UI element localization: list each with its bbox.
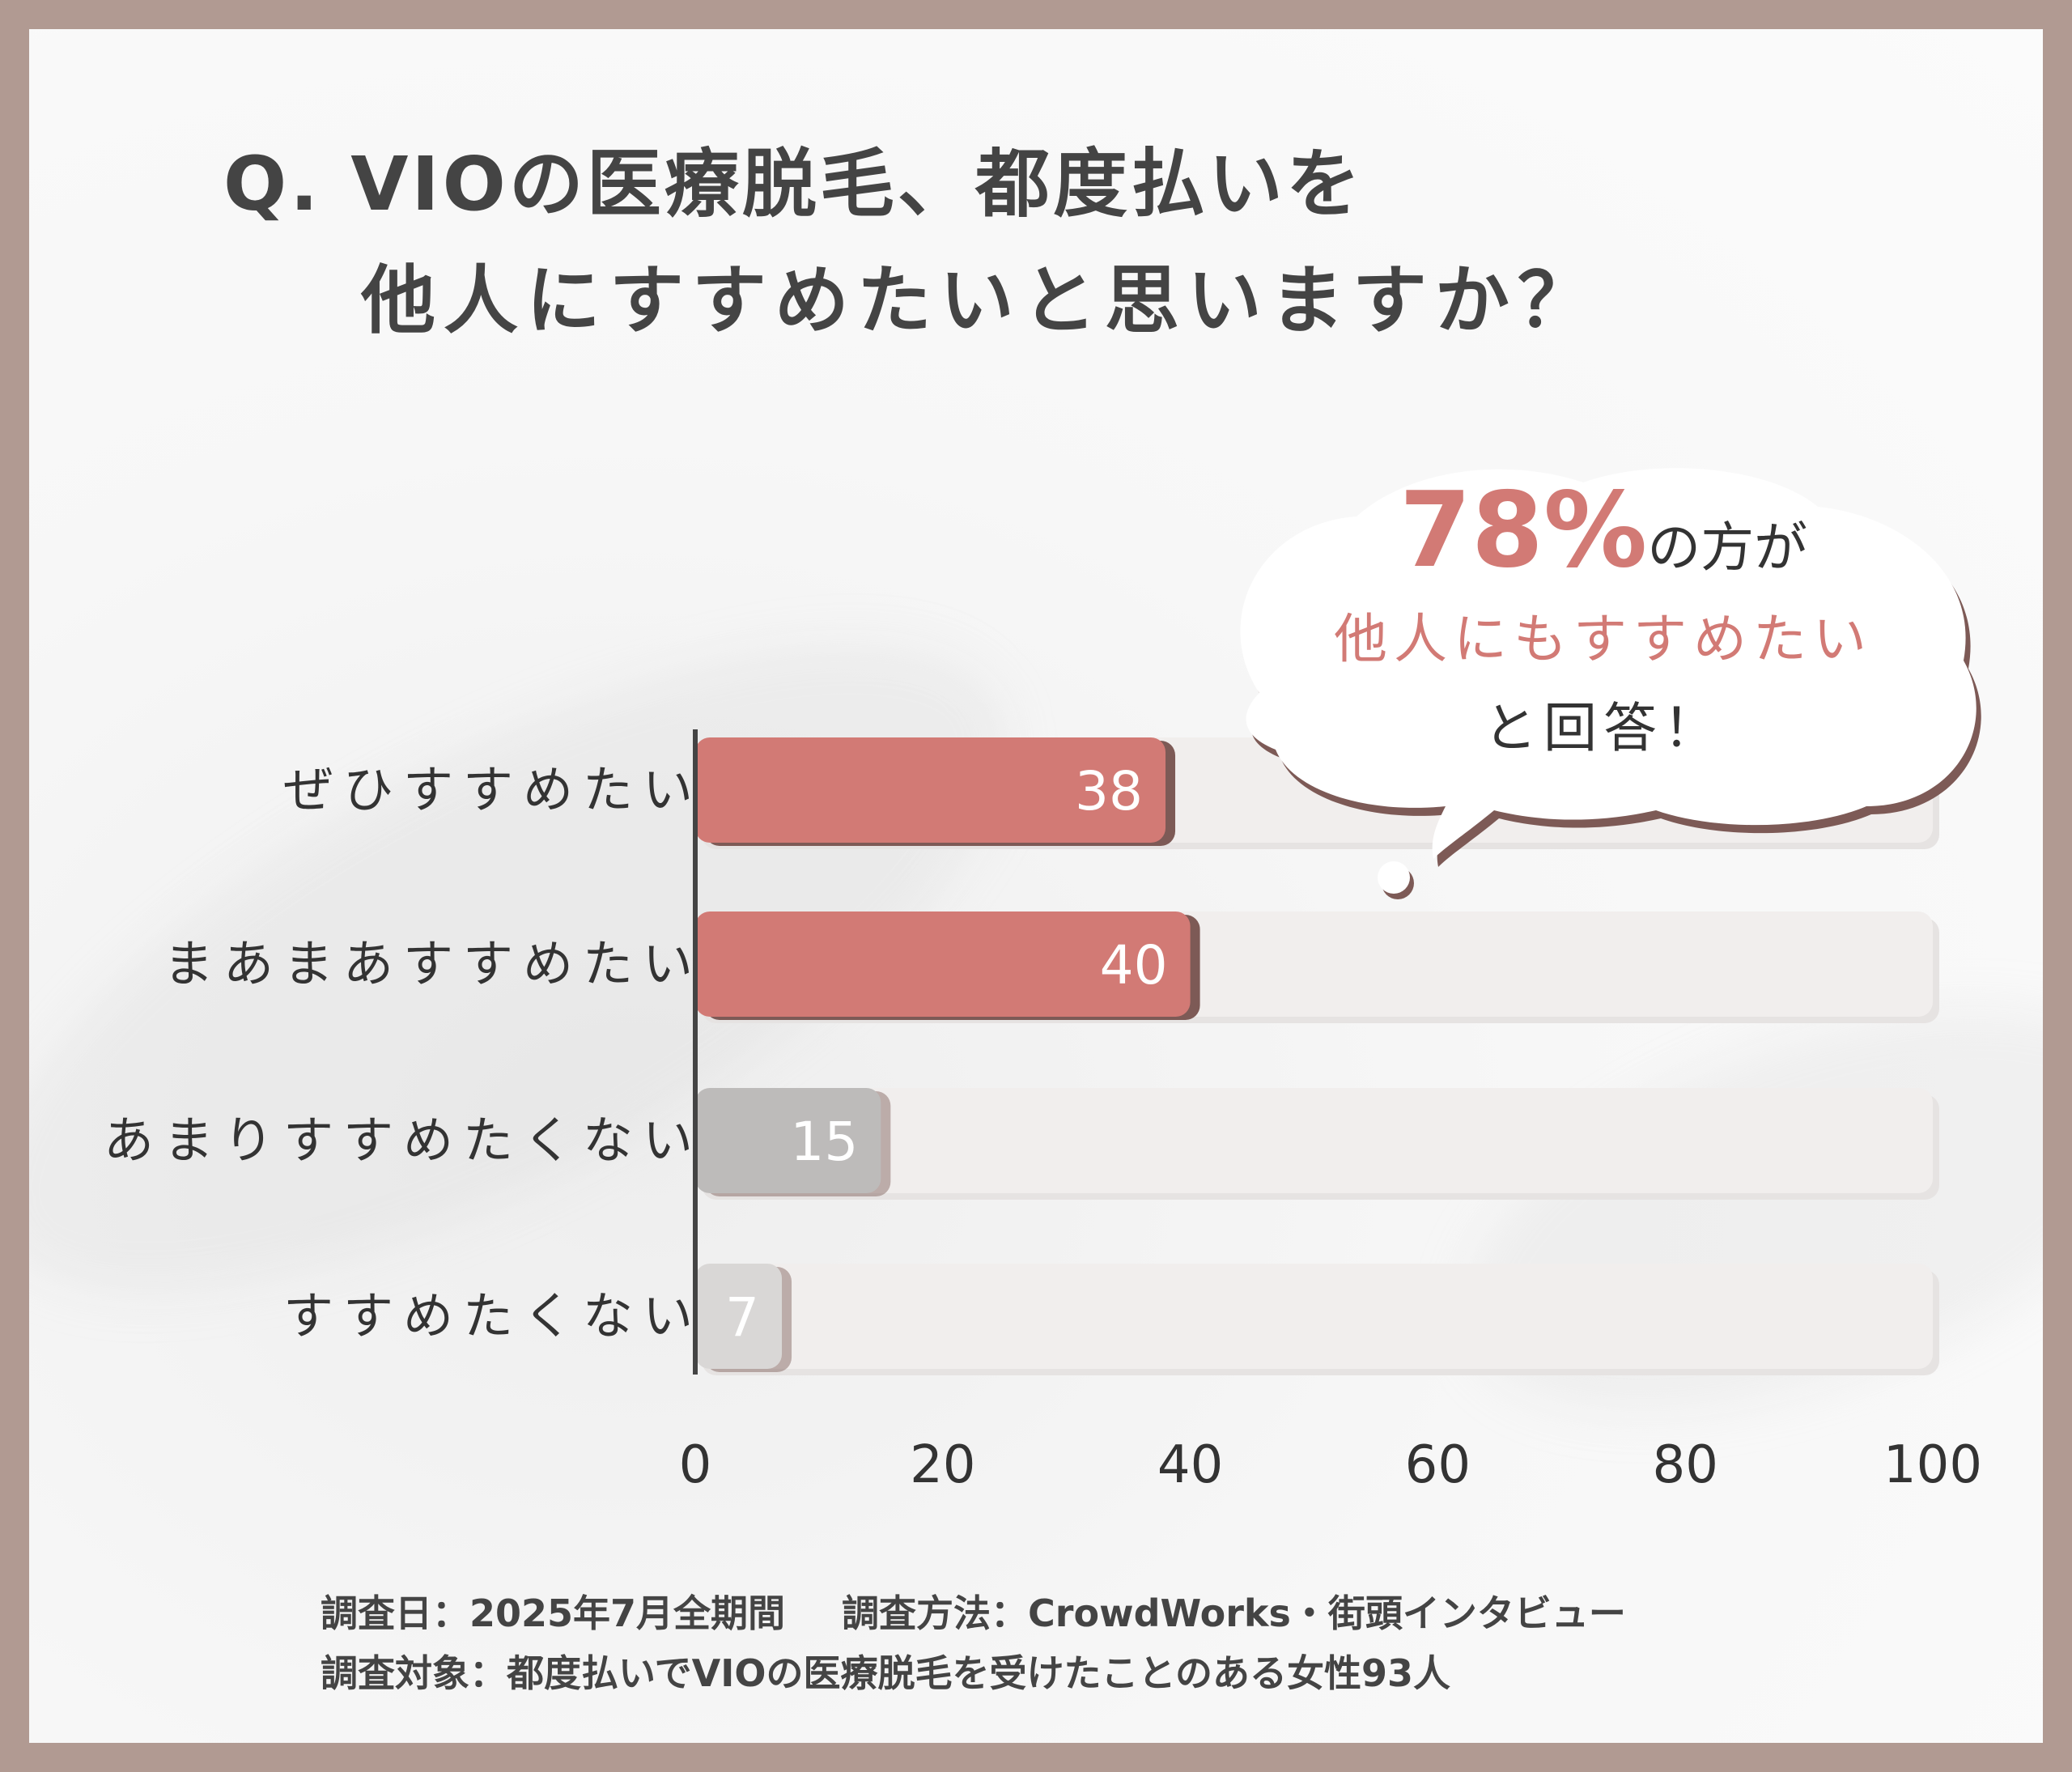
bar-chart: 38 40 15 7 xyxy=(29,29,2043,1743)
category-label: ぜひすすめたい xyxy=(282,760,703,819)
bar xyxy=(695,1088,881,1193)
bar-chart-svg: 38 40 15 7 xyxy=(693,729,1939,1375)
x-tick-label: 40 xyxy=(1157,1435,1224,1495)
bar-value-label: 15 xyxy=(790,1111,858,1173)
bar xyxy=(695,1264,783,1369)
bar-track xyxy=(695,1088,1933,1193)
bar xyxy=(695,737,1166,843)
survey-footer: 調査日：2025年7月全期間 調査方法：CrowdWorks・街頭インタビュー 調… xyxy=(321,1583,1626,1703)
x-tick-label: 60 xyxy=(1404,1435,1471,1495)
callout-after-percent: の方が xyxy=(1647,516,1808,579)
x-tick-label: 20 xyxy=(910,1435,976,1495)
bar xyxy=(695,911,1191,1017)
callout-percent: 78% xyxy=(1399,470,1648,591)
survey-target: 調査対象：都度払いでVIOの医療脱毛を受けたことのある女性93人 xyxy=(321,1651,1450,1695)
x-tick-label: 80 xyxy=(1652,1435,1718,1495)
category-label: あまりすすめたくない xyxy=(103,1111,703,1170)
callout-line-3: と回答！ xyxy=(1484,697,1723,759)
callout-text: 78%の方が 他人にもすすめたい と回答！ xyxy=(1203,470,2004,763)
callout-line-2: 他人にもすすめたい xyxy=(1334,608,1873,670)
survey-date: 調査日：2025年7月全期間 xyxy=(321,1591,786,1635)
chart-card: Q. VIOの医療脱毛、都度払いを 他人にすすめたいと思いますか？ 38 40 15… xyxy=(29,29,2043,1743)
bar-track xyxy=(695,1264,1933,1369)
title-line-1: Q. VIOの医療脱毛、都度払いを xyxy=(223,141,1364,227)
bar-value-label: 38 xyxy=(1075,760,1143,822)
thought-dot xyxy=(1378,861,1410,894)
speech-bubble-body xyxy=(1240,468,1976,859)
category-label: すすめたくない xyxy=(282,1286,703,1345)
category-label: まあまあすすめたい xyxy=(163,934,703,993)
x-tick-label: 100 xyxy=(1883,1435,1983,1495)
title-line-2: 他人にすすめたいと思いますか？ xyxy=(361,257,1600,344)
x-tick-label: 0 xyxy=(678,1435,712,1495)
speech-bubble xyxy=(1240,468,1981,899)
bar-value-label: 7 xyxy=(725,1286,759,1349)
survey-method: 調査方法：CrowdWorks・街頭インタビュー xyxy=(842,1591,1626,1635)
bar-value-label: 40 xyxy=(1100,934,1168,996)
